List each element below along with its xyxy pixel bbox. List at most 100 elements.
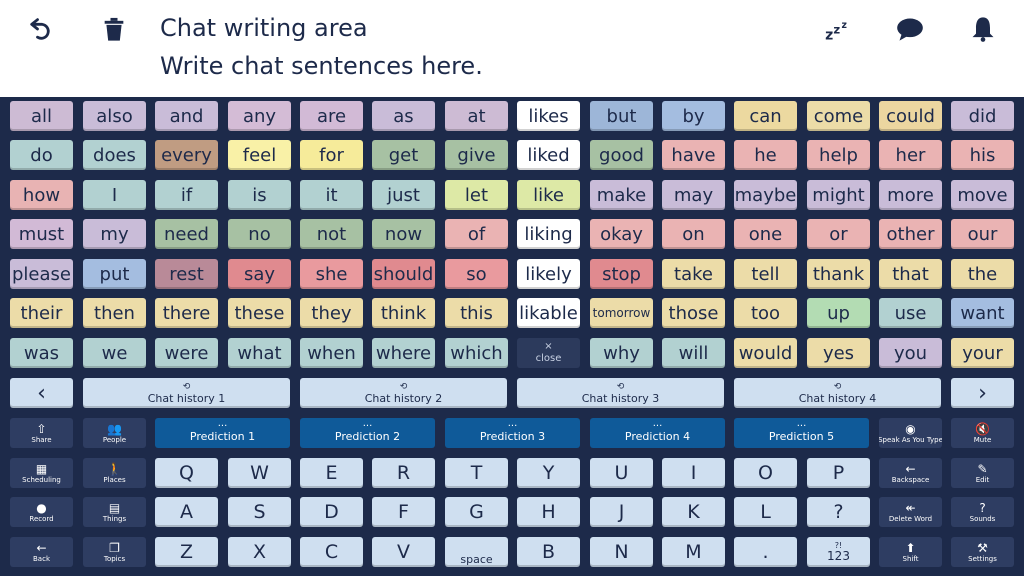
key-v[interactable]: V xyxy=(372,537,435,567)
word-key-at[interactable]: at xyxy=(445,101,508,131)
topics-button[interactable]: ❐ Topics xyxy=(83,537,146,567)
word-key-so[interactable]: so xyxy=(445,259,508,289)
word-key-my[interactable]: my xyxy=(83,219,146,249)
word-key-these[interactable]: these xyxy=(228,298,291,328)
word-key-like[interactable]: like xyxy=(517,180,580,210)
trash-icon[interactable] xyxy=(97,12,131,46)
word-key-up[interactable]: up xyxy=(807,298,870,328)
word-key-will[interactable]: will xyxy=(662,338,725,368)
word-key-thank[interactable]: thank xyxy=(807,259,870,289)
scheduling-button[interactable]: ▦ Scheduling xyxy=(10,458,73,488)
word-key-take[interactable]: take xyxy=(662,259,725,289)
word-key-may[interactable]: may xyxy=(662,180,725,210)
key-y[interactable]: Y xyxy=(517,458,580,488)
back-button[interactable]: ← Back xyxy=(10,537,73,567)
settings-button[interactable]: ⚒ Settings xyxy=(951,537,1014,567)
word-key-put[interactable]: put xyxy=(83,259,146,289)
word-key-what[interactable]: what xyxy=(228,338,291,368)
key-x[interactable]: X xyxy=(228,537,291,567)
chat-history-3-button[interactable]: ⟲ Chat history 3 xyxy=(517,378,724,408)
word-key-her[interactable]: her xyxy=(879,140,942,170)
word-key-help[interactable]: help xyxy=(807,140,870,170)
word-key-more[interactable]: more xyxy=(879,180,942,210)
word-key-make[interactable]: make xyxy=(590,180,653,210)
word-key-use[interactable]: use xyxy=(879,298,942,328)
key-b[interactable]: B xyxy=(517,537,580,567)
key-e[interactable]: E xyxy=(300,458,363,488)
word-key-any[interactable]: any xyxy=(228,101,291,131)
key-m[interactable]: M xyxy=(662,537,725,567)
word-key-good[interactable]: good xyxy=(590,140,653,170)
key-u[interactable]: U xyxy=(590,458,653,488)
word-key-likes[interactable]: likes xyxy=(517,101,580,131)
prediction-5-button[interactable]: ··· Prediction 5 xyxy=(734,418,869,448)
word-key-which[interactable]: which xyxy=(445,338,508,368)
word-key-why[interactable]: why xyxy=(590,338,653,368)
key-k[interactable]: K xyxy=(662,497,725,527)
key-z[interactable]: Z xyxy=(155,537,218,567)
word-key-should[interactable]: should xyxy=(372,259,435,289)
word-key-the[interactable]: the xyxy=(951,259,1014,289)
word-key-that[interactable]: that xyxy=(879,259,942,289)
word-key-she[interactable]: she xyxy=(300,259,363,289)
record-button[interactable]: ● Record xyxy=(10,497,73,527)
word-key-feel[interactable]: feel xyxy=(228,140,291,170)
chat-history-4-button[interactable]: ⟲ Chat history 4 xyxy=(734,378,941,408)
word-key-please[interactable]: please xyxy=(10,259,73,289)
word-key-get[interactable]: get xyxy=(372,140,435,170)
word-key-or[interactable]: or xyxy=(807,219,870,249)
key-j[interactable]: J xyxy=(590,497,653,527)
key-r[interactable]: R xyxy=(372,458,435,488)
word-key-maybe[interactable]: maybe xyxy=(734,180,797,210)
things-button[interactable]: ▤ Things xyxy=(83,497,146,527)
key-p[interactable]: P xyxy=(807,458,870,488)
word-key-likely[interactable]: likely xyxy=(517,259,580,289)
key-g[interactable]: G xyxy=(445,497,508,527)
word-key-liking[interactable]: liking xyxy=(517,219,580,249)
word-key-when[interactable]: when xyxy=(300,338,363,368)
word-key-not[interactable]: not xyxy=(300,219,363,249)
word-key-might[interactable]: might xyxy=(807,180,870,210)
undo-icon[interactable] xyxy=(24,12,58,46)
word-key-did[interactable]: did xyxy=(951,101,1014,131)
word-key-it[interactable]: it xyxy=(300,180,363,210)
key-f[interactable]: F xyxy=(372,497,435,527)
people-button[interactable]: 👥 People xyxy=(83,418,146,448)
word-key-but[interactable]: but xyxy=(590,101,653,131)
space-key[interactable]: space xyxy=(445,537,508,567)
word-key-come[interactable]: come xyxy=(807,101,870,131)
word-key-say[interactable]: say xyxy=(228,259,291,289)
prediction-3-button[interactable]: ··· Prediction 3 xyxy=(445,418,580,448)
word-key-does[interactable]: does xyxy=(83,140,146,170)
key-w[interactable]: W xyxy=(228,458,291,488)
word-key-other[interactable]: other xyxy=(879,219,942,249)
speak-as-you-type-button[interactable]: ◉ Speak As You Type xyxy=(879,418,942,448)
word-key-would[interactable]: would xyxy=(734,338,797,368)
prediction-1-button[interactable]: ··· Prediction 1 xyxy=(155,418,290,448)
word-key-now[interactable]: now xyxy=(372,219,435,249)
word-key-then[interactable]: then xyxy=(83,298,146,328)
edit-button[interactable]: ✎ Edit xyxy=(951,458,1014,488)
word-key-was[interactable]: was xyxy=(10,338,73,368)
word-key-their[interactable]: their xyxy=(10,298,73,328)
word-key-this[interactable]: this xyxy=(445,298,508,328)
word-key-our[interactable]: our xyxy=(951,219,1014,249)
word-key-likable[interactable]: likable xyxy=(517,298,580,328)
places-button[interactable]: 🚶 Places xyxy=(83,458,146,488)
word-key-have[interactable]: have xyxy=(662,140,725,170)
word-key-for[interactable]: for xyxy=(300,140,363,170)
word-key-he[interactable]: he xyxy=(734,140,797,170)
key-d[interactable]: D xyxy=(300,497,363,527)
prediction-4-button[interactable]: ··· Prediction 4 xyxy=(590,418,725,448)
key-s[interactable]: S xyxy=(228,497,291,527)
word-key-we[interactable]: we xyxy=(83,338,146,368)
word-key-give[interactable]: give xyxy=(445,140,508,170)
word-key-yes[interactable]: yes xyxy=(807,338,870,368)
shift-button[interactable]: ⬆ Shift xyxy=(879,537,942,567)
word-key-think[interactable]: think xyxy=(372,298,435,328)
backspace-button[interactable]: ← Backspace xyxy=(879,458,942,488)
word-key-want[interactable]: want xyxy=(951,298,1014,328)
key-c[interactable]: C xyxy=(300,537,363,567)
word-key-okay[interactable]: okay xyxy=(590,219,653,249)
